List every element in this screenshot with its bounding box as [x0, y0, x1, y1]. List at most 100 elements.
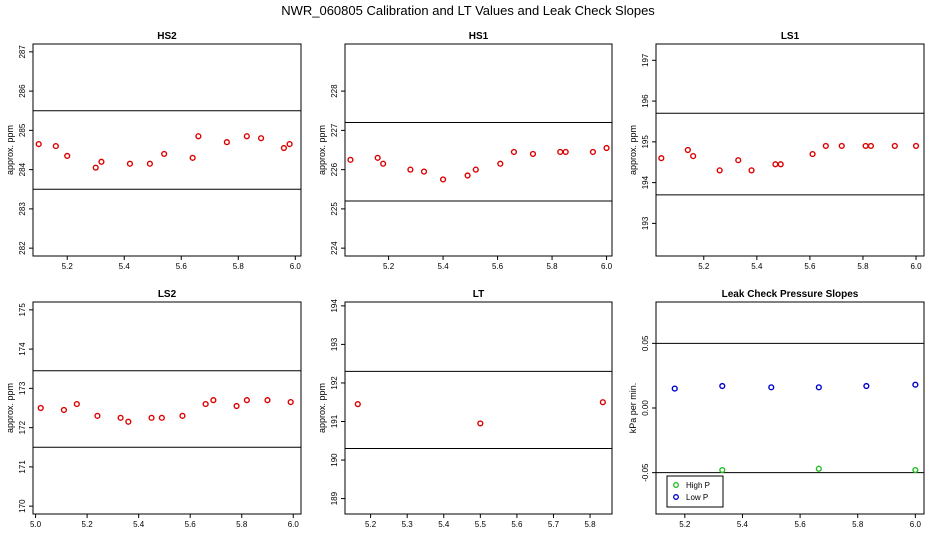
data-point	[420, 168, 428, 175]
data-point	[891, 142, 898, 150]
data-point	[603, 144, 610, 152]
data-point	[772, 161, 779, 168]
y-tick-label: 226	[330, 162, 339, 176]
data-point	[73, 400, 80, 408]
panel-title: LT	[473, 289, 484, 300]
y-tick-label: 192	[330, 376, 339, 390]
data-point	[815, 465, 822, 472]
y-tick-label: 194	[641, 175, 650, 189]
x-tick-label: 6.0	[910, 262, 922, 271]
data-point	[52, 142, 59, 150]
y-tick-label: 225	[330, 202, 339, 216]
x-tick-label: 5.2	[679, 520, 691, 529]
data-point	[161, 150, 168, 158]
plot-frame	[32, 43, 302, 257]
chart-panel: LS1 5.2 5.4 5.6 5.8 6.0 193 194 195 196 197 approx.…	[628, 31, 925, 271]
data-point	[815, 384, 822, 391]
plot-frame	[655, 43, 925, 257]
chart-panel: LS2 5.0 5.2 5.4 5.6 5.8 6.0 170 171 172 173 174 175 a…	[5, 289, 302, 529]
data-point	[690, 153, 697, 160]
y-tick-label: 189	[330, 491, 339, 505]
y-axis-label: approx. ppm	[5, 383, 15, 433]
x-tick-label: 5.2	[698, 262, 710, 271]
data-point	[202, 400, 209, 408]
x-tick-label: 6.0	[288, 520, 300, 529]
y-tick-label: 0.00	[641, 400, 650, 416]
plot-frame	[344, 301, 613, 515]
data-point	[510, 148, 518, 156]
data-point	[189, 154, 196, 161]
panel-title: Leak Check Pressure Slopes	[722, 289, 859, 300]
data-point	[464, 172, 471, 179]
data-point	[354, 401, 361, 408]
x-tick-label: 5.6	[804, 262, 816, 271]
legend-box	[666, 475, 724, 508]
data-point	[374, 154, 381, 161]
data-point	[472, 166, 479, 173]
y-tick-label: 283	[18, 202, 27, 216]
panel-title: LS1	[781, 31, 800, 42]
data-point	[822, 142, 829, 150]
y-tick-label: 228	[330, 84, 339, 98]
data-point	[148, 414, 155, 421]
data-point	[768, 384, 775, 391]
data-point	[912, 466, 919, 474]
data-point	[719, 382, 726, 390]
data-point	[179, 412, 186, 419]
x-tick-label: 5.4	[133, 520, 145, 529]
x-tick-label: 5.8	[857, 262, 869, 271]
x-tick-label: 5.2	[82, 520, 94, 529]
data-point	[264, 397, 271, 404]
data-point	[64, 152, 71, 159]
data-point	[98, 158, 105, 165]
y-tick-label: 285	[18, 123, 27, 137]
data-point	[912, 381, 919, 388]
x-tick-label: 5.0	[30, 520, 42, 529]
data-point	[35, 141, 42, 148]
y-tick-label: 196	[641, 94, 650, 108]
data-point	[777, 161, 784, 168]
y-axis-label: approx. ppm	[5, 125, 15, 175]
x-tick-label: 5.4	[119, 262, 131, 271]
chart-panel: Leak Check Pressure Slopes 5.2 5.4 5.6 5.8 6.…	[628, 289, 925, 529]
data-point	[280, 144, 287, 152]
data-point	[210, 397, 217, 404]
data-point	[195, 133, 202, 140]
y-tick-label: 282	[18, 241, 27, 255]
data-point	[125, 418, 132, 425]
data-point	[146, 160, 153, 167]
data-point	[477, 420, 484, 427]
data-point	[912, 142, 920, 150]
y-tick-label: 171	[18, 460, 27, 474]
y-tick-label: 193	[330, 337, 339, 351]
plot-frame	[344, 43, 613, 257]
x-tick-label: 5.2	[62, 262, 74, 271]
y-tick-label: 194	[330, 299, 339, 313]
x-tick-label: 5.8	[546, 262, 558, 271]
data-point	[529, 150, 537, 158]
data-point	[684, 146, 691, 154]
x-tick-label: 5.6	[511, 520, 523, 529]
data-point	[243, 133, 250, 140]
x-tick-label: 5.4	[737, 520, 749, 529]
data-point	[719, 466, 726, 474]
data-point	[60, 406, 68, 414]
data-point	[809, 150, 816, 158]
legend-label: Low P	[686, 493, 708, 502]
chart-panel: LT 5.2 5.3 5.4 5.5 5.6 5.7 5.8 189 190 191 192 193 19…	[317, 289, 613, 529]
data-point	[439, 176, 447, 183]
data-point	[117, 414, 124, 421]
y-tick-label: 174	[18, 342, 27, 356]
x-tick-label: 5.3	[402, 520, 414, 529]
data-point	[658, 155, 665, 162]
data-point	[223, 139, 230, 146]
data-point	[748, 167, 755, 174]
y-tick-label: 227	[330, 123, 339, 137]
x-tick-label: 5.7	[548, 520, 560, 529]
chart-panel: HS2 5.2 5.4 5.6 5.8 6.0 282 283 284 285 286 287 appr…	[5, 31, 302, 271]
x-tick-label: 5.8	[584, 520, 596, 529]
x-tick-label: 5.8	[852, 520, 864, 529]
data-point	[838, 142, 845, 150]
y-tick-label: 173	[18, 381, 27, 395]
